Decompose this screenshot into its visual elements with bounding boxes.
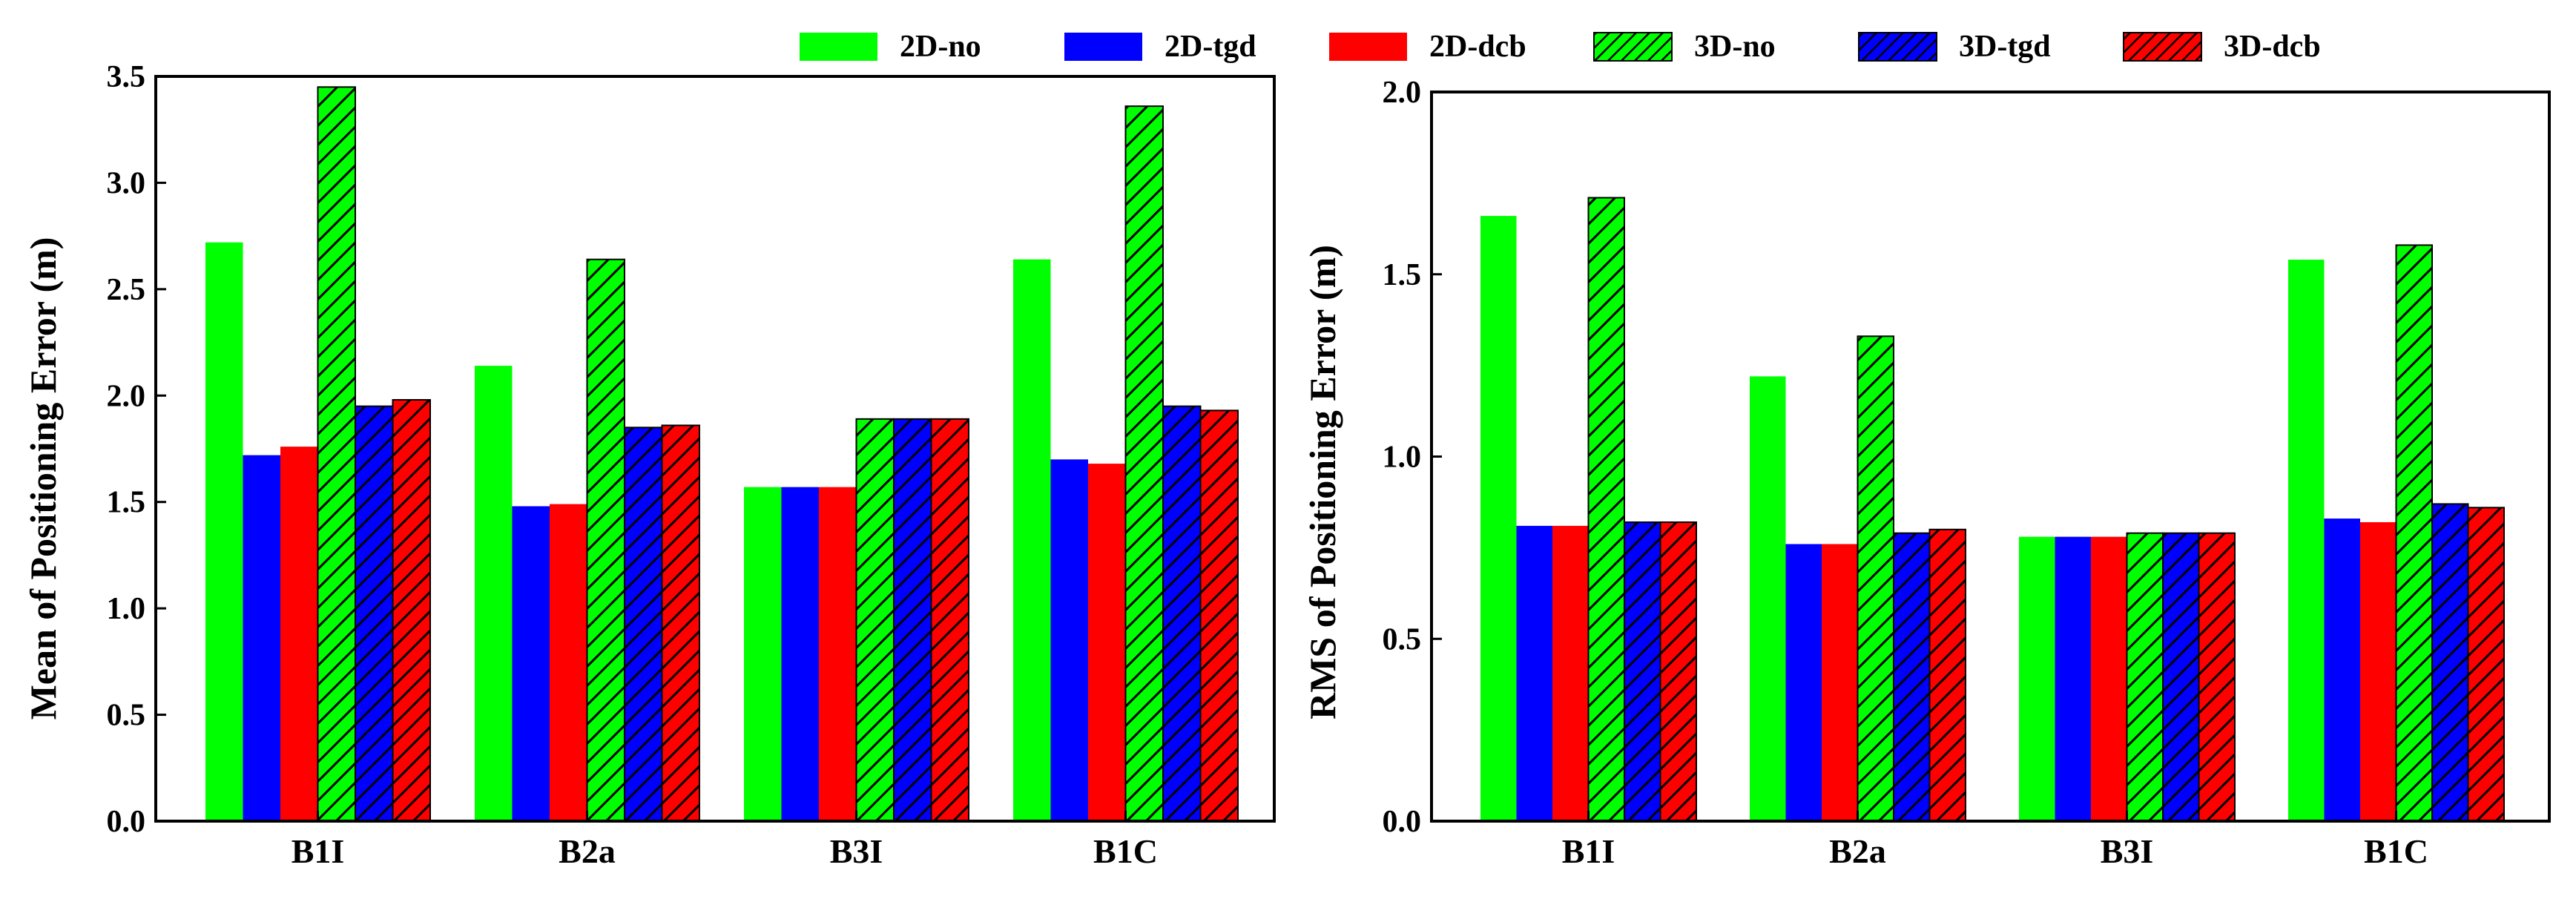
legend-swatch-2D-tgd (1064, 33, 1142, 61)
legend-label-2D-tgd: 2D-tgd (1165, 30, 1256, 64)
bar-2D-tgd-B2a (1785, 544, 1822, 821)
bar-2D-dcb-B1C (1088, 464, 1126, 821)
x-category-label: B1I (1562, 832, 1615, 870)
x-category-label: B1C (2364, 832, 2428, 870)
legend-swatch-hatch-3D-no (1593, 32, 1673, 62)
bar-hatch-3D-tgd-B1C (1162, 405, 1202, 822)
x-category-label: B1I (291, 832, 345, 870)
bar-hatch-3D-dcb-B1C (2467, 507, 2505, 822)
bar-hatch-3D-no-B3I (2126, 532, 2164, 823)
bar-2D-tgd-B3I (2055, 536, 2091, 821)
bar-hatch-3D-tgd-B1C (2431, 503, 2469, 823)
bar-2D-dcb-B1I (280, 447, 318, 821)
y-tick-label: 0.5 (107, 699, 146, 733)
bar-2D-tgd-B2a (512, 506, 550, 821)
bar-hatch-3D-no-B1C (2395, 244, 2433, 822)
bar-2D-tgd-B1C (2324, 519, 2360, 821)
legend-swatch-2D-dcb (1329, 33, 1407, 61)
bar-2D-no-B1I (1480, 216, 1517, 821)
bar-hatch-3D-no-B3I (855, 418, 895, 822)
y-tick-label: 0.0 (107, 805, 146, 839)
bar-hatch-3D-no-B2a (586, 258, 625, 822)
plot-frame (154, 75, 1276, 823)
y-tick-label: 0.0 (1383, 805, 1422, 839)
bar-2D-dcb-B1C (2360, 521, 2397, 821)
bar-hatch-3D-dcb-B2a (661, 424, 700, 822)
y-tick-label: 1.5 (107, 486, 146, 520)
bar-2D-no-B3I (744, 487, 782, 821)
bar-2D-no-B1I (205, 242, 243, 822)
bar-hatch-3D-dcb-B1I (392, 399, 431, 822)
y-tick-label: 2.0 (1383, 76, 1422, 110)
bar-2D-dcb-B2a (550, 504, 587, 821)
y-tick-label: 1.5 (1383, 258, 1422, 292)
bar-hatch-3D-tgd-B3I (2162, 532, 2200, 823)
y-axis-title: Mean of Positioning Error (m) (22, 237, 64, 720)
bar-hatch-3D-dcb-B2a (1928, 528, 1966, 822)
x-category-label: B3I (2101, 832, 2154, 870)
legend-swatch-hatch-3D-dcb (2123, 32, 2202, 62)
bar-2D-tgd-B3I (781, 487, 819, 821)
bar-2D-dcb-B2a (1822, 544, 1858, 821)
x-category-label: B2a (1829, 832, 1886, 870)
bar-hatch-3D-dcb-B3I (2198, 532, 2236, 823)
bar-hatch-3D-tgd-B2a (1893, 532, 1931, 823)
y-tick-label: 3.5 (107, 60, 146, 94)
bar-hatch-3D-no-B2a (1857, 335, 1894, 822)
y-tick-label: 0.5 (1383, 622, 1422, 656)
x-category-label: B2a (559, 832, 616, 870)
y-tick-label: 1.0 (107, 592, 146, 626)
bar-hatch-3D-dcb-B1C (1199, 409, 1239, 822)
legend-label-2D-dcb: 2D-dcb (1429, 30, 1526, 64)
bar-2D-dcb-B1I (1552, 525, 1589, 821)
chart-mean-error: Mean of Positioning Error (m) 0.0 0.5 1.0 1… (22, 60, 1276, 870)
bar-hatch-3D-tgd-B1I (355, 405, 394, 822)
bar-2D-tgd-B1C (1050, 459, 1088, 821)
legend-swatch-2D-no (800, 33, 877, 61)
legend-swatch-hatch-3D-tgd (1858, 32, 1937, 62)
bar-hatch-3D-tgd-B2a (624, 427, 663, 822)
y-tick-label: 3.0 (107, 166, 146, 200)
bar-hatch-3D-dcb-B3I (930, 418, 969, 822)
bar-2D-tgd-B1I (1516, 525, 1552, 821)
bar-2D-no-B2a (475, 366, 513, 821)
y-tick-label: 2.0 (107, 379, 146, 413)
legend-label-3D-no: 3D-no (1694, 30, 1776, 64)
bar-2D-dcb-B3I (2091, 536, 2127, 821)
legend: 2D-no 2D-tgd 2D-dcb 3D-no 3D-tgd 3D-dcb (800, 30, 2321, 64)
bar-hatch-3D-tgd-B3I (893, 418, 932, 822)
bar-2D-tgd-B1I (243, 455, 280, 821)
bar-hatch-3D-no-B1C (1124, 105, 1164, 823)
bar-hatch-3D-no-B1I (317, 86, 356, 823)
y-axis-title: RMS of Positioning Error (m) (1302, 245, 1343, 720)
legend-label-3D-dcb: 3D-dcb (2224, 30, 2321, 64)
bar-hatch-3D-tgd-B1I (1624, 521, 1661, 822)
legend-label-3D-tgd: 3D-tgd (1959, 30, 2051, 64)
chart-rms-error: RMS of Positioning Error (m) 0.0 0.5 1.0 1.… (1302, 76, 2551, 870)
bar-hatch-3D-no-B1I (1587, 197, 1625, 823)
legend-label-2D-no: 2D-no (900, 30, 981, 64)
y-tick-label: 2.5 (107, 273, 146, 307)
x-category-label: B1C (1093, 832, 1158, 870)
y-tick-label: 1.0 (1383, 441, 1422, 475)
bar-2D-no-B1C (2288, 260, 2325, 822)
bar-hatch-3D-dcb-B1I (1659, 521, 1697, 822)
bar-2D-no-B1C (1013, 259, 1051, 821)
bar-2D-dcb-B3I (819, 487, 857, 821)
x-category-label: B3I (830, 832, 883, 870)
bar-2D-no-B2a (1750, 376, 1786, 821)
bar-2D-no-B3I (2019, 536, 2055, 821)
